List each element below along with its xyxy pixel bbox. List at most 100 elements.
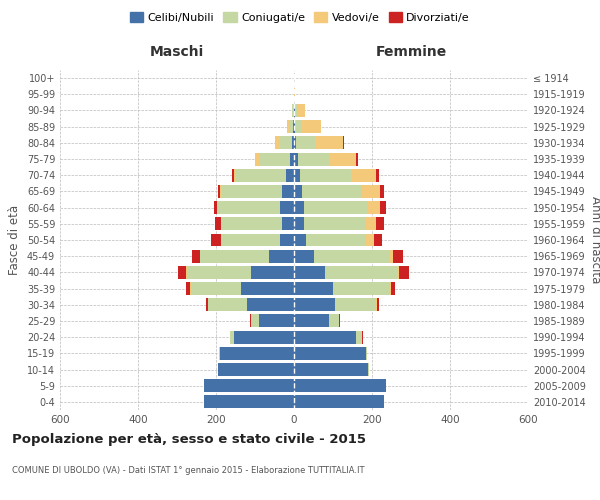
Bar	[300, 169, 350, 181]
Bar	[306, 234, 366, 246]
Bar	[295, 120, 301, 133]
Bar	[294, 379, 386, 392]
Bar	[391, 282, 395, 295]
Bar	[186, 266, 187, 279]
Bar	[302, 185, 362, 198]
Bar	[250, 314, 251, 328]
Bar	[275, 136, 280, 149]
Bar	[247, 298, 294, 311]
Bar	[374, 234, 382, 246]
Bar	[233, 330, 294, 344]
Bar	[297, 104, 305, 117]
Bar	[380, 201, 386, 214]
Bar	[259, 314, 294, 328]
Bar	[294, 120, 295, 133]
Bar	[329, 314, 339, 328]
Bar	[376, 298, 377, 311]
Bar	[294, 363, 368, 376]
Bar	[218, 201, 280, 214]
Bar	[251, 266, 294, 279]
Bar	[339, 314, 340, 328]
Bar	[294, 396, 384, 408]
Bar	[221, 234, 222, 246]
Bar	[222, 218, 283, 230]
Bar	[377, 298, 379, 311]
Bar	[376, 218, 384, 230]
Bar	[389, 282, 391, 295]
Bar	[294, 152, 298, 166]
Y-axis label: Anni di nascita: Anni di nascita	[589, 196, 600, 284]
Bar	[187, 266, 251, 279]
Bar	[329, 152, 356, 166]
Bar	[298, 152, 329, 166]
Bar	[316, 136, 343, 149]
Bar	[294, 298, 335, 311]
Bar	[259, 152, 290, 166]
Bar	[217, 201, 218, 214]
Bar	[280, 234, 294, 246]
Bar	[208, 298, 247, 311]
Bar	[335, 298, 376, 311]
Bar	[380, 185, 384, 198]
Bar	[255, 152, 259, 166]
Bar	[333, 282, 389, 295]
Bar	[251, 314, 259, 328]
Bar	[376, 169, 379, 181]
Bar	[222, 234, 280, 246]
Bar	[214, 201, 217, 214]
Bar	[221, 218, 222, 230]
Bar	[294, 282, 333, 295]
Bar	[286, 169, 294, 181]
Bar	[283, 218, 294, 230]
Bar	[304, 201, 368, 214]
Bar	[289, 120, 293, 133]
Bar	[241, 282, 294, 295]
Bar	[389, 250, 394, 262]
Bar	[232, 169, 233, 181]
Bar	[294, 234, 306, 246]
Bar	[204, 379, 294, 392]
Bar	[368, 363, 369, 376]
Bar	[215, 218, 221, 230]
Bar	[218, 363, 294, 376]
Bar	[290, 152, 294, 166]
Bar	[296, 136, 316, 149]
Bar	[185, 282, 190, 295]
Bar	[218, 185, 220, 198]
Bar	[343, 136, 344, 149]
Bar	[295, 104, 297, 117]
Bar	[304, 218, 366, 230]
Bar	[230, 330, 233, 344]
Bar	[200, 250, 269, 262]
Bar	[293, 120, 294, 133]
Bar	[294, 330, 356, 344]
Bar	[220, 347, 294, 360]
Bar	[366, 347, 367, 360]
Bar	[204, 396, 294, 408]
Y-axis label: Fasce di età: Fasce di età	[8, 205, 21, 275]
Bar	[301, 120, 320, 133]
Bar	[394, 250, 403, 262]
Bar	[211, 234, 221, 246]
Bar	[206, 298, 208, 311]
Bar	[294, 314, 329, 328]
Bar	[400, 266, 409, 279]
Bar	[294, 266, 325, 279]
Bar	[362, 185, 380, 198]
Bar	[294, 185, 302, 198]
Bar	[220, 185, 222, 198]
Bar	[235, 169, 286, 181]
Bar	[287, 120, 289, 133]
Bar	[294, 218, 304, 230]
Bar	[178, 266, 186, 279]
Bar	[192, 250, 200, 262]
Bar	[294, 104, 295, 117]
Text: Femmine: Femmine	[376, 44, 446, 59]
Legend: Celibi/Nubili, Coniugati/e, Vedovi/e, Divorziati/e: Celibi/Nubili, Coniugati/e, Vedovi/e, Di…	[125, 8, 475, 28]
Bar	[325, 266, 397, 279]
Bar	[294, 250, 314, 262]
Bar	[368, 201, 380, 214]
Text: Popolazione per età, sesso e stato civile - 2015: Popolazione per età, sesso e stato civil…	[12, 432, 366, 446]
Bar	[292, 136, 294, 149]
Bar	[366, 234, 374, 246]
